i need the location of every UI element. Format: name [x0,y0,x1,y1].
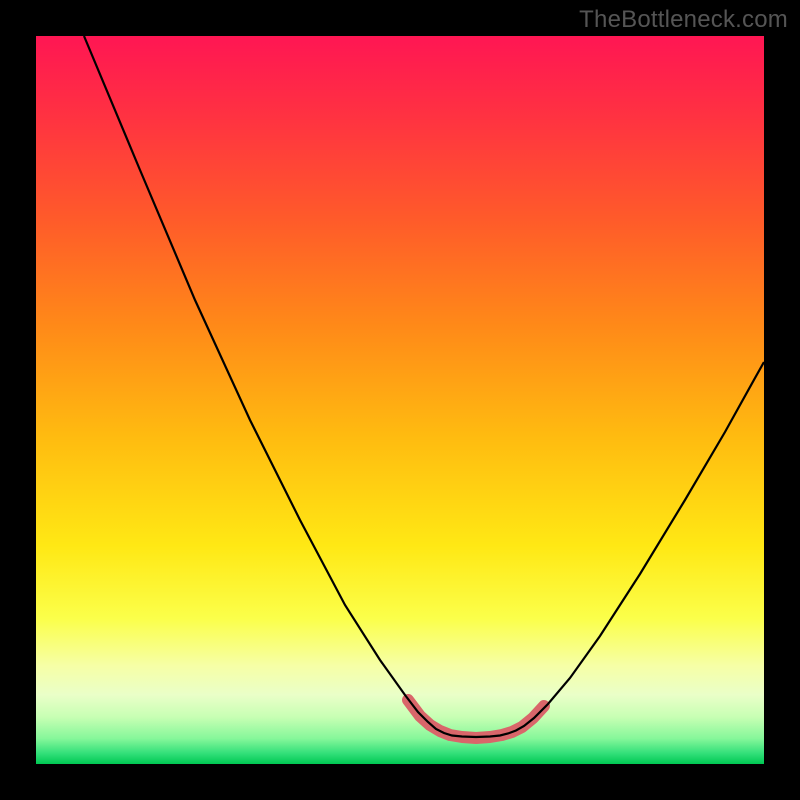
chart-plot-area [36,36,764,764]
chart-stage: TheBottleneck.com [0,0,800,800]
bottleneck-chart [0,0,800,800]
watermark-text: TheBottleneck.com [579,6,788,34]
